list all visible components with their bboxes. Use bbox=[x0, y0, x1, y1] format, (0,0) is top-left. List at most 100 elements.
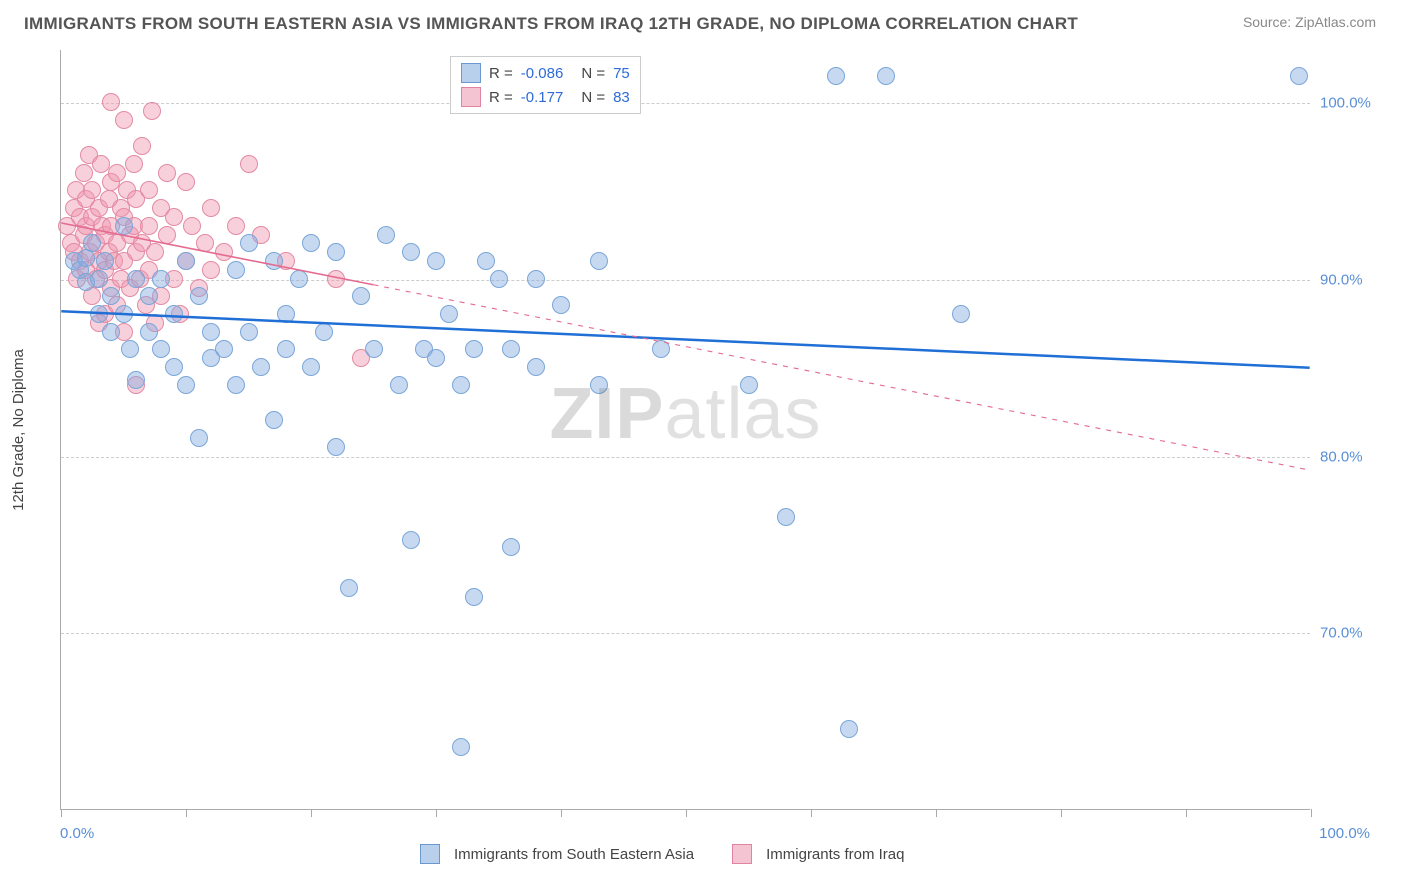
data-point-sea bbox=[502, 538, 520, 556]
legend-r-value-sea: -0.086 bbox=[521, 65, 564, 82]
data-point-sea bbox=[90, 270, 108, 288]
data-point-sea bbox=[227, 261, 245, 279]
x-tick bbox=[1186, 809, 1187, 817]
bottom-legend-swatch bbox=[732, 844, 752, 864]
data-point-sea bbox=[227, 376, 245, 394]
data-point-sea bbox=[740, 376, 758, 394]
x-tick bbox=[61, 809, 62, 817]
data-point-sea bbox=[827, 67, 845, 85]
legend-n-label: N = bbox=[581, 89, 605, 106]
data-point-sea bbox=[96, 252, 114, 270]
gridline bbox=[61, 280, 1310, 281]
y-tick-label: 90.0% bbox=[1320, 271, 1380, 288]
legend-r-label: R = bbox=[489, 89, 513, 106]
x-tick bbox=[311, 809, 312, 817]
data-point-sea bbox=[240, 234, 258, 252]
data-point-sea bbox=[327, 438, 345, 456]
data-point-iraq bbox=[177, 173, 195, 191]
data-point-sea bbox=[302, 358, 320, 376]
data-point-sea bbox=[390, 376, 408, 394]
data-point-sea bbox=[152, 270, 170, 288]
data-point-sea bbox=[365, 340, 383, 358]
x-axis-max-label: 100.0% bbox=[1319, 825, 1370, 842]
data-point-iraq bbox=[140, 217, 158, 235]
data-point-sea bbox=[377, 226, 395, 244]
gridline bbox=[61, 103, 1310, 104]
data-point-sea bbox=[290, 270, 308, 288]
data-point-sea bbox=[265, 252, 283, 270]
x-tick bbox=[811, 809, 812, 817]
data-point-iraq bbox=[196, 234, 214, 252]
data-point-iraq bbox=[215, 243, 233, 261]
data-point-iraq bbox=[165, 208, 183, 226]
chart-source: Source: ZipAtlas.com bbox=[1243, 14, 1376, 30]
data-point-iraq bbox=[102, 93, 120, 111]
data-point-iraq bbox=[140, 181, 158, 199]
legend-r-label: R = bbox=[489, 65, 513, 82]
data-point-sea bbox=[177, 376, 195, 394]
data-point-sea bbox=[340, 579, 358, 597]
x-tick bbox=[936, 809, 937, 817]
data-point-sea bbox=[552, 296, 570, 314]
data-point-sea bbox=[277, 340, 295, 358]
data-point-sea bbox=[140, 323, 158, 341]
data-point-sea bbox=[452, 376, 470, 394]
data-point-sea bbox=[102, 287, 120, 305]
data-point-sea bbox=[452, 738, 470, 756]
data-point-iraq bbox=[108, 164, 126, 182]
data-point-sea bbox=[165, 305, 183, 323]
data-point-sea bbox=[465, 588, 483, 606]
stats-legend-row-sea: R =-0.086N =75 bbox=[461, 61, 630, 85]
x-tick bbox=[436, 809, 437, 817]
data-point-sea bbox=[465, 340, 483, 358]
data-point-iraq bbox=[115, 111, 133, 129]
data-point-sea bbox=[402, 243, 420, 261]
data-point-sea bbox=[202, 323, 220, 341]
data-point-sea bbox=[590, 252, 608, 270]
data-point-sea bbox=[265, 411, 283, 429]
data-point-sea bbox=[315, 323, 333, 341]
data-point-iraq bbox=[133, 137, 151, 155]
data-point-iraq bbox=[146, 243, 164, 261]
data-point-sea bbox=[115, 305, 133, 323]
data-point-sea bbox=[121, 340, 139, 358]
data-point-sea bbox=[190, 287, 208, 305]
data-point-sea bbox=[502, 340, 520, 358]
data-point-sea bbox=[590, 376, 608, 394]
data-point-iraq bbox=[92, 155, 110, 173]
stats-legend: R =-0.086N =75R =-0.177N =83 bbox=[450, 56, 641, 114]
stats-legend-row-iraq: R =-0.177N =83 bbox=[461, 85, 630, 109]
y-tick-label: 80.0% bbox=[1320, 448, 1380, 465]
data-point-sea bbox=[177, 252, 195, 270]
legend-n-value-iraq: 83 bbox=[613, 89, 630, 106]
bottom-legend-label: Immigrants from Iraq bbox=[766, 846, 904, 863]
data-point-sea bbox=[952, 305, 970, 323]
data-point-iraq bbox=[83, 181, 101, 199]
data-point-sea bbox=[102, 323, 120, 341]
legend-n-label: N = bbox=[581, 65, 605, 82]
data-point-iraq bbox=[227, 217, 245, 235]
x-axis-min-label: 0.0% bbox=[60, 825, 94, 842]
data-point-sea bbox=[527, 358, 545, 376]
data-point-sea bbox=[140, 287, 158, 305]
data-point-sea bbox=[327, 243, 345, 261]
data-point-iraq bbox=[158, 164, 176, 182]
data-point-sea bbox=[277, 305, 295, 323]
data-point-sea bbox=[252, 358, 270, 376]
y-tick-label: 70.0% bbox=[1320, 625, 1380, 642]
x-tick bbox=[186, 809, 187, 817]
data-point-sea bbox=[127, 270, 145, 288]
series-legend: Immigrants from South Eastern AsiaImmigr… bbox=[420, 844, 928, 864]
y-axis-label: 12th Grade, No Diploma bbox=[10, 349, 27, 511]
gridline bbox=[61, 457, 1310, 458]
data-point-sea bbox=[190, 429, 208, 447]
data-point-iraq bbox=[202, 199, 220, 217]
data-point-sea bbox=[127, 371, 145, 389]
data-point-sea bbox=[302, 234, 320, 252]
data-point-sea bbox=[152, 340, 170, 358]
x-tick bbox=[1311, 809, 1312, 817]
data-point-sea bbox=[427, 349, 445, 367]
data-point-sea bbox=[352, 287, 370, 305]
data-point-sea bbox=[215, 340, 233, 358]
data-point-sea bbox=[527, 270, 545, 288]
